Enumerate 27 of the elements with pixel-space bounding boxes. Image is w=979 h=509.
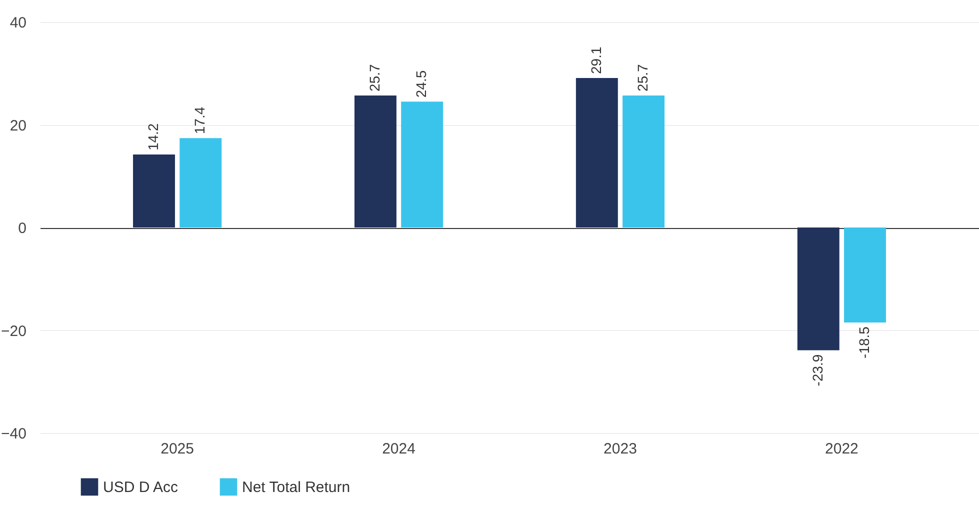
- data-label: -23.9: [809, 354, 826, 386]
- bar: [180, 138, 222, 228]
- data-label: 25.7: [366, 64, 382, 92]
- data-label: 17.4: [192, 106, 208, 134]
- y-tick-label: 20: [10, 117, 26, 134]
- bar: [354, 95, 396, 228]
- y-tick-label: −40: [1, 426, 26, 442]
- y-tick-label: −20: [1, 322, 26, 340]
- legend-label: Net Total Return: [242, 478, 350, 496]
- data-label: -18.5: [856, 326, 872, 358]
- x-tick-label: 2023: [604, 440, 637, 458]
- bar: [133, 154, 175, 228]
- x-tick-label: 2025: [160, 440, 194, 458]
- bar: [797, 228, 840, 350]
- data-label: 14.2: [144, 123, 161, 151]
- x-tick-label: 2022: [825, 440, 858, 458]
- data-label: 25.7: [634, 64, 651, 92]
- bar: [844, 228, 886, 323]
- data-label: 29.1: [588, 46, 604, 74]
- x-tick-label: 2024: [382, 440, 416, 458]
- bar: [622, 95, 665, 228]
- bar: [401, 102, 444, 228]
- y-tick-label: 0: [18, 220, 26, 237]
- legend-label: USD D Acc: [103, 478, 179, 496]
- data-label: 24.5: [413, 70, 430, 98]
- bar: [576, 78, 618, 228]
- y-tick-label: 40: [10, 14, 26, 32]
